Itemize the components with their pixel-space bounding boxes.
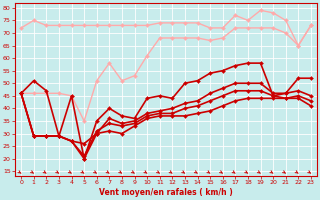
X-axis label: Vent moyen/en rafales ( km/h ): Vent moyen/en rafales ( km/h ) bbox=[99, 188, 233, 197]
